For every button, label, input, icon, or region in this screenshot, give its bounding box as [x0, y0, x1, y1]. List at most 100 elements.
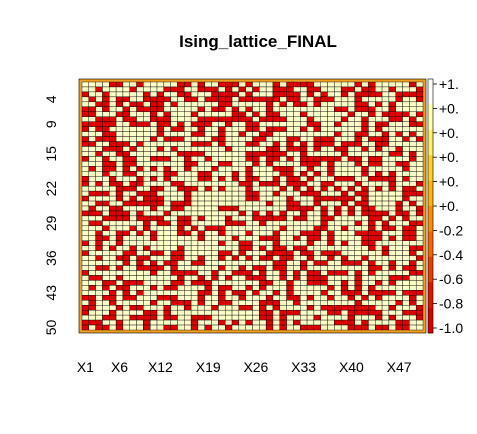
heatmap-cell — [245, 185, 253, 192]
heatmap-cell — [197, 141, 205, 147]
heatmap-cell — [225, 171, 233, 177]
heatmap-cell — [218, 91, 226, 98]
heatmap-cell — [204, 240, 212, 246]
heatmap-cell — [272, 260, 280, 266]
heatmap-cell — [163, 131, 171, 137]
heatmap-cell — [279, 290, 287, 296]
heatmap-cell — [225, 245, 233, 251]
heatmap-cell — [252, 205, 260, 212]
heatmap-cell — [300, 200, 308, 207]
heatmap-cell — [218, 270, 226, 276]
heatmap-cell — [225, 151, 233, 157]
heatmap-cell — [259, 305, 267, 311]
heatmap-cell — [211, 314, 219, 321]
heatmap-cell — [238, 205, 246, 212]
heatmap-cell — [238, 81, 246, 88]
heatmap-cell — [95, 176, 103, 182]
heatmap-cell — [395, 324, 403, 331]
heatmap-cell — [265, 151, 274, 157]
heatmap-cell — [415, 230, 424, 236]
heatmap-cell — [334, 250, 342, 256]
heatmap-cell — [245, 96, 253, 103]
heatmap-cell — [170, 176, 178, 182]
heatmap-cell — [102, 305, 110, 311]
colorbar-tick-label: -0.2 — [439, 222, 463, 238]
heatmap-cell — [272, 265, 280, 271]
heatmap-cell — [95, 280, 103, 286]
heatmap-cell — [334, 166, 342, 172]
heatmap-cell — [395, 166, 403, 172]
heatmap-cell — [293, 116, 301, 122]
heatmap-cell — [340, 319, 349, 326]
heatmap-cell — [218, 210, 226, 217]
x-tick-label: X1 — [77, 359, 94, 375]
heatmap-cell — [300, 81, 308, 88]
heatmap-cell — [197, 280, 205, 286]
heatmap-cell — [163, 270, 171, 276]
heatmap-cell — [197, 161, 205, 167]
heatmap-cell — [415, 106, 424, 112]
heatmap-cell — [81, 141, 90, 147]
heatmap-cell — [306, 81, 315, 88]
heatmap-cell — [122, 280, 130, 286]
heatmap-cell — [279, 205, 287, 212]
heatmap-cell — [395, 210, 403, 217]
heatmap-cell — [163, 180, 171, 187]
heatmap-cell — [211, 190, 219, 197]
heatmap-cell — [259, 156, 267, 162]
heatmap-cell — [177, 86, 185, 93]
heatmap-cell — [272, 86, 280, 93]
heatmap-cell — [306, 275, 315, 281]
heatmap-cell — [313, 81, 321, 88]
heatmap-cell — [88, 116, 96, 122]
heatmap-cell — [368, 176, 376, 182]
heatmap-cell — [177, 166, 185, 172]
heatmap-cell — [354, 324, 362, 331]
heatmap-cell — [170, 121, 178, 127]
heatmap-cell — [225, 305, 233, 311]
heatmap-cell — [115, 185, 124, 192]
heatmap-cell — [245, 166, 253, 172]
heatmap-cell — [177, 260, 185, 266]
heatmap-cell — [265, 161, 274, 167]
heatmap-cell — [102, 106, 110, 112]
heatmap-cell — [354, 245, 362, 251]
heatmap-cell — [115, 265, 124, 271]
heatmap-cell — [252, 245, 260, 251]
heatmap-cell — [320, 146, 328, 152]
heatmap-cell — [375, 295, 383, 301]
heatmap-cell — [388, 295, 396, 301]
heatmap-cell — [170, 166, 178, 172]
heatmap-cell — [88, 111, 96, 117]
heatmap-cell — [115, 91, 124, 98]
heatmap-cell — [347, 305, 356, 311]
heatmap-cell — [402, 190, 410, 197]
heatmap-cell — [238, 290, 246, 296]
heatmap-cell — [320, 280, 328, 286]
heatmap-cell — [375, 101, 383, 107]
heatmap-cell — [293, 314, 301, 321]
heatmap-cell — [95, 106, 103, 112]
heatmap-cell — [218, 146, 226, 152]
heatmap-cell — [347, 200, 356, 207]
heatmap-cell — [190, 171, 199, 177]
heatmap-cell — [313, 200, 321, 207]
heatmap-cell — [177, 121, 185, 127]
heatmap-cell — [88, 161, 96, 167]
heatmap-cell — [231, 324, 240, 331]
heatmap-cell — [225, 200, 233, 207]
heatmap-cell — [143, 116, 151, 122]
heatmap-cell — [149, 161, 158, 167]
heatmap-cell — [381, 324, 390, 331]
heatmap-cell — [361, 230, 369, 236]
heatmap-cell — [190, 195, 199, 202]
heatmap-cell — [354, 91, 362, 98]
heatmap-cell — [415, 319, 424, 326]
heatmap-cell — [129, 255, 137, 261]
heatmap-cell — [306, 215, 315, 222]
heatmap-cell — [129, 101, 137, 107]
heatmap-cell — [149, 275, 158, 281]
heatmap-cell — [129, 245, 137, 251]
heatmap-cell — [129, 250, 137, 256]
heatmap-cell — [170, 101, 178, 107]
